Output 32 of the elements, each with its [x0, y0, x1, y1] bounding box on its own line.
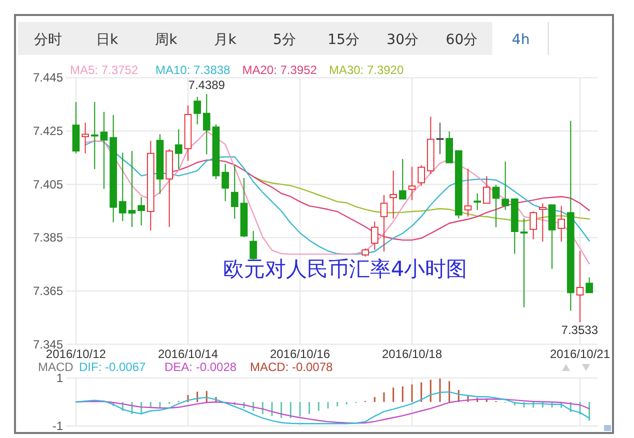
- chart-title: MACD: [38, 360, 74, 374]
- text: 60分: [446, 32, 478, 48]
- annotation: 7.3533: [561, 323, 598, 338]
- y-tick-label: 7.385: [32, 230, 64, 245]
- text: 周k: [155, 32, 178, 48]
- x-tick-label: 2016/10/18: [382, 347, 442, 361]
- text: 日k: [96, 32, 120, 48]
- x-tick-label: 2016/10/12: [46, 347, 106, 361]
- text: 5分: [272, 32, 296, 48]
- text: DIF: -0.0067: [79, 360, 146, 374]
- x-tick-label: 2016/10/14: [158, 347, 218, 361]
- text: MA20: 7.3952: [242, 63, 318, 77]
- text: 欧元对人民币汇率4小时图: [222, 257, 468, 281]
- text: 月k: [214, 32, 238, 48]
- text: DEA: -0.0028: [164, 360, 237, 374]
- x-tick-label: 2016/10/21: [550, 347, 610, 361]
- text: MACD: -0.0078: [250, 360, 334, 374]
- y-tick-label: 7.425: [32, 124, 64, 138]
- x-tick-label: 2016/10/16: [270, 347, 330, 361]
- text: MA10: 7.3838: [156, 63, 231, 77]
- text: MA30: 7.3920: [328, 63, 404, 77]
- text: 4h: [512, 32, 530, 48]
- text: 分时: [34, 32, 62, 48]
- y-tick-label: 7.445: [32, 70, 64, 85]
- text: MA5: 7.3752: [70, 63, 138, 77]
- annotation: 7.4389: [188, 78, 226, 92]
- y-tick-label: 7.365: [32, 284, 64, 298]
- text: 30分: [386, 32, 419, 48]
- y-tick-label: -1: [52, 419, 64, 433]
- y-tick-label: 1: [56, 371, 64, 385]
- y-tick-label: 7.405: [32, 177, 64, 192]
- text: 15分: [328, 32, 360, 48]
